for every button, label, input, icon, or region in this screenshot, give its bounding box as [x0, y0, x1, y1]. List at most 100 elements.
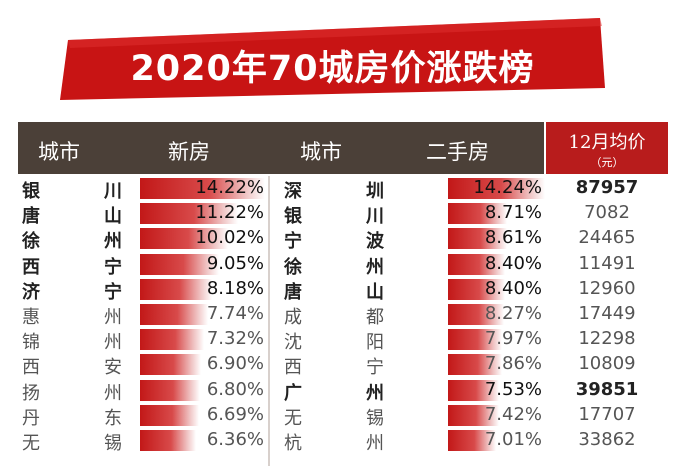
- header-second-hand: 二手房: [426, 140, 489, 164]
- city-char: 锦: [22, 332, 40, 354]
- second-hand-city: 宁波: [284, 227, 384, 253]
- second-hand-city: 杭州: [284, 429, 384, 455]
- new-house-city: 无锡: [22, 429, 122, 455]
- city-char: 西: [284, 357, 302, 379]
- second-hand-pct-label: 8.40%: [484, 252, 542, 274]
- page-title: 2020年70城房价涨跌榜: [130, 49, 535, 89]
- city-char: 西: [22, 256, 40, 278]
- city-char: 成: [284, 307, 302, 328]
- new-house-pct-label: 9.05%: [206, 252, 264, 274]
- avg-price-value: 12298: [578, 328, 636, 350]
- city-char: 无: [284, 407, 302, 429]
- new-house-pct-label: 8.18%: [206, 277, 264, 299]
- second-hand-pct-label: 7.01%: [484, 429, 542, 450]
- new-house-bar: [140, 404, 199, 426]
- new-house-city: 丹东: [22, 404, 122, 430]
- city-char: 杭: [284, 433, 302, 454]
- city-char: 锡: [104, 433, 122, 454]
- table-row: 济宁 8.18% 唐山 8.40% 12960: [18, 277, 668, 304]
- table-row: 西 宁 9.05% 徐州 8.40% 11491: [18, 252, 668, 279]
- second-hand-city: 成都: [284, 303, 384, 329]
- new-house-bar: [140, 379, 200, 401]
- city-char: 徐: [22, 231, 40, 253]
- city-char: 阳: [366, 332, 384, 354]
- second-hand-city: 徐州: [284, 253, 384, 279]
- table-row: 银川 14.22% 深圳 14.24% 87957: [18, 176, 668, 203]
- second-hand-pct-label: 7.86%: [484, 353, 542, 375]
- new-house-pct-label: 7.74%: [206, 303, 264, 324]
- new-house-bar: [140, 203, 239, 225]
- new-house-pct-label: 10.02%: [195, 227, 264, 249]
- second-hand-city: 西宁: [284, 353, 384, 379]
- second-hand-bar: [448, 203, 508, 225]
- title-banner: 2020年70城房价涨跌榜: [60, 18, 605, 100]
- new-house-pct-label: 7.32%: [206, 328, 264, 350]
- avg-price-value: 17707: [578, 403, 636, 425]
- table-row: 扬州 6.80% 广州 7.53% 39851: [18, 378, 668, 404]
- new-house-city: 西安: [22, 353, 122, 379]
- table-row: 西安 6.90% 西宁 7.86% 10809: [18, 352, 668, 379]
- avg-price-value: 24465: [578, 227, 636, 249]
- new-house-city: 济宁: [22, 278, 122, 304]
- second-hand-pct-label: 8.71%: [484, 202, 542, 224]
- city-char: 丹: [22, 407, 40, 429]
- second-hand-city: 唐山: [284, 278, 384, 304]
- second-hand-bar: [448, 404, 499, 426]
- city-char: 宁: [366, 357, 384, 379]
- table-row: 惠州 7.74% 成都 8.27% 17449: [18, 302, 668, 329]
- table-row: 无锡 6.36% 杭州 7.01% 33862: [18, 428, 668, 455]
- city-char: 沈: [284, 332, 302, 354]
- city-char: 宁: [104, 256, 122, 278]
- new-house-bar: [140, 329, 205, 351]
- avg-price-value: 11491: [578, 252, 636, 274]
- new-house-city: 惠州: [22, 303, 122, 329]
- new-house-bar: [140, 430, 196, 451]
- avg-price-value: 10809: [578, 353, 636, 375]
- city-char: 州: [104, 307, 122, 328]
- second-hand-city: 沈阳: [284, 328, 384, 354]
- city-char: 山: [104, 206, 122, 228]
- city-char: 西: [22, 357, 40, 379]
- city-char: 惠: [22, 307, 40, 328]
- header-price-unit: （元）: [590, 156, 624, 169]
- new-house-city: 银川: [22, 177, 122, 203]
- city-char: 州: [366, 382, 384, 404]
- new-house-bar: [140, 228, 228, 250]
- avg-price-value: 39851: [575, 378, 639, 400]
- second-hand-pct-label: 8.40%: [484, 277, 542, 299]
- table-row: 徐州 10.02% 宁波 8.61% 24465: [18, 226, 668, 253]
- header-city-new: 城市: [38, 140, 80, 164]
- city-char: 银: [284, 206, 302, 228]
- second-hand-pct-label: 7.42%: [484, 403, 542, 425]
- city-char: 州: [366, 433, 384, 454]
- new-house-pct-label: 6.69%: [206, 403, 264, 425]
- new-house-pct-label: 14.22%: [195, 177, 264, 198]
- second-hand-pct-label: 7.97%: [484, 328, 542, 350]
- second-hand-bar: [448, 253, 506, 275]
- table-row: 锦州 7.32% 沈阳 7.97% 12298: [18, 327, 668, 354]
- header-price: 12月均价 （元）: [546, 122, 668, 174]
- city-char: 州: [104, 332, 122, 354]
- header-price-title: 12月均价: [568, 132, 646, 153]
- second-hand-city: 无锡: [284, 404, 384, 430]
- banner-shape: [60, 18, 605, 100]
- city-char: 川: [366, 206, 384, 228]
- new-house-bar: [140, 304, 208, 325]
- city-char: 扬: [22, 382, 40, 404]
- city-char: 宁: [104, 281, 122, 303]
- city-char: 徐: [284, 256, 302, 278]
- city-char: 无: [22, 433, 40, 454]
- new-house-pct-label: 6.80%: [206, 378, 264, 400]
- new-house-pct-label: 11.22%: [195, 202, 264, 224]
- second-hand-city: 银川: [284, 202, 384, 228]
- city-char: 唐: [284, 281, 302, 303]
- city-char: 银: [22, 181, 40, 202]
- city-char: 州: [104, 231, 122, 253]
- table-header: 城市 新房 城市 二手房: [18, 122, 544, 174]
- new-house-bar: [140, 178, 265, 199]
- avg-price-value: 17449: [578, 303, 636, 324]
- second-hand-bar: [448, 278, 506, 300]
- second-hand-bar: [448, 354, 502, 376]
- header-city-second: 城市: [300, 140, 342, 164]
- second-hand-bar: [448, 430, 496, 451]
